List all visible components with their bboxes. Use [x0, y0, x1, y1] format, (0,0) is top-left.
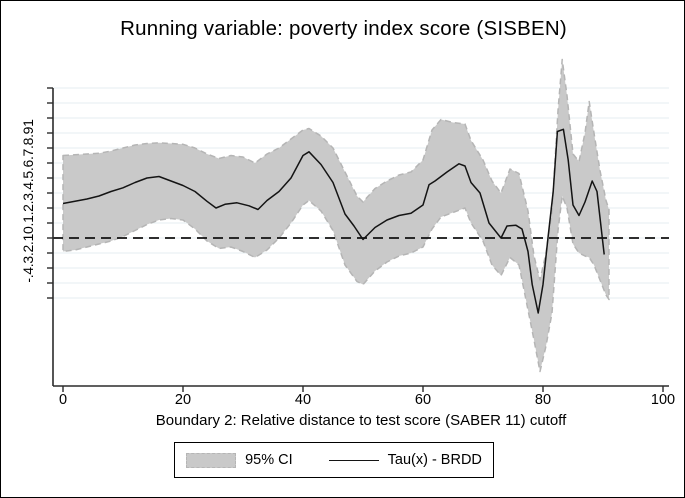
y-axis-tick-labels: -.4.3.2.10.1.2.3.4.5.6.7.8.91	[20, 119, 36, 283]
x-tick-label: 80	[534, 392, 552, 408]
tau-line	[62, 128, 605, 314]
ci-band-swatch-icon	[186, 452, 237, 468]
x-tick-label: 60	[414, 392, 432, 408]
legend-line-label: Tau(x) - BRDD	[387, 452, 482, 468]
legend: 95% CI Tau(x) - BRDD	[174, 442, 494, 478]
x-axis-label: Boundary 2: Relative distance to test sc…	[155, 412, 567, 429]
x-tick-label: 20	[174, 392, 192, 408]
tau-line-sample-icon	[328, 459, 379, 461]
chart-title: Running variable: poverty index score (S…	[120, 17, 567, 40]
x-tick-label: 0	[58, 392, 68, 408]
ci-band	[62, 58, 610, 373]
x-tick-label: 40	[294, 392, 312, 408]
legend-ci-label: 95% CI	[245, 452, 293, 468]
x-tick-label: 100	[650, 392, 676, 408]
